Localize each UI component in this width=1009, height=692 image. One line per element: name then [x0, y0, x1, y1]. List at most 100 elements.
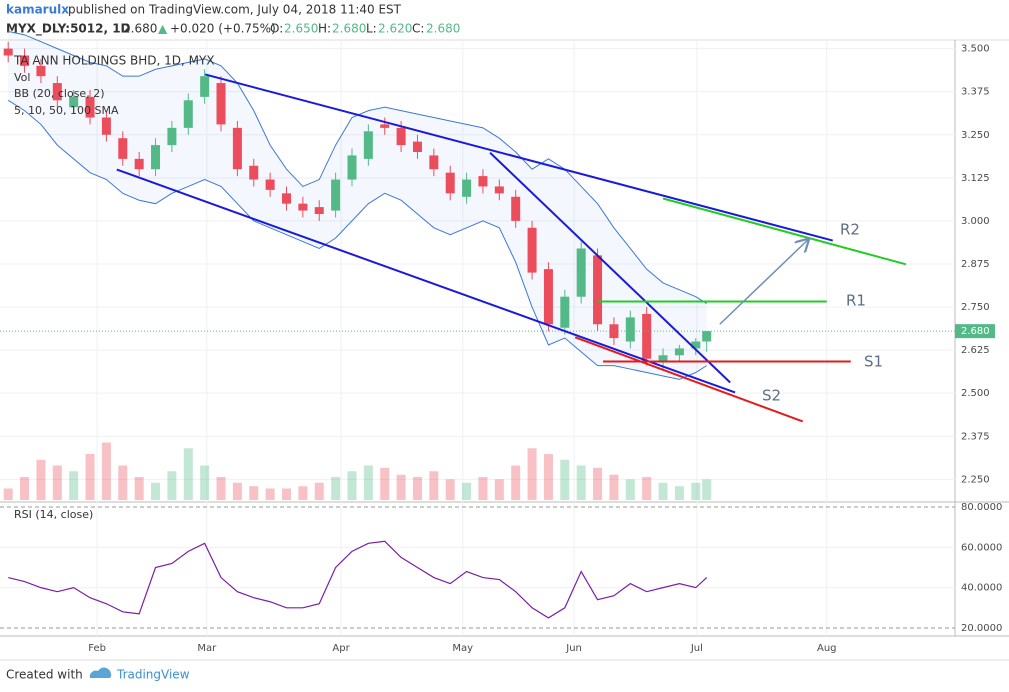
- y-tick-label: 3.000: [961, 216, 990, 227]
- h-label: H:: [318, 22, 331, 36]
- y-tick-label: 2.625: [961, 345, 990, 356]
- last-price-label: 2.680: [961, 326, 990, 337]
- volume-bar: [183, 448, 193, 500]
- rsi-tick-label: 60.0000: [961, 542, 1002, 553]
- volume-bar: [642, 477, 652, 500]
- candle-body: [20, 55, 30, 66]
- candle-body: [609, 324, 619, 339]
- candle-body: [691, 341, 701, 349]
- candle-body: [702, 331, 712, 342]
- y-tick-label: 2.750: [961, 302, 990, 313]
- x-tick-label: Feb: [88, 643, 106, 654]
- arrow: ▲: [158, 22, 168, 36]
- volume-bar: [85, 454, 95, 500]
- candle-body: [52, 83, 62, 101]
- volume-bar: [200, 465, 210, 500]
- rsi-tick-label: 40.0000: [961, 583, 1002, 594]
- volume-bar: [167, 471, 177, 500]
- volume-bar: [331, 477, 341, 500]
- h: 2.680: [332, 22, 366, 36]
- author[interactable]: kamarulx: [6, 3, 69, 17]
- volume-bar: [363, 465, 373, 500]
- candle-body: [674, 348, 684, 356]
- footer-created: Created with: [6, 668, 83, 682]
- volume-bar: [429, 471, 439, 500]
- volume-bar: [478, 477, 488, 500]
- c-label: C:: [412, 22, 424, 36]
- candle-body: [331, 179, 341, 211]
- candle-body: [494, 186, 504, 194]
- change: +0.020 (+0.75%): [170, 22, 276, 36]
- volume-bar: [494, 479, 504, 500]
- candle-body: [232, 127, 242, 170]
- trend-line: [489, 151, 731, 384]
- candle-body: [412, 141, 422, 152]
- candle-body: [200, 76, 210, 97]
- symbol: MYX_DLY:5012, 1D: [6, 22, 131, 37]
- l: 2.620: [378, 22, 412, 36]
- candle-body: [527, 227, 537, 273]
- last-price-box: [955, 324, 995, 339]
- candle-body: [281, 193, 292, 204]
- candle-body: [380, 124, 390, 128]
- trend-line: [116, 168, 736, 394]
- volume-bar: [691, 482, 701, 500]
- volume-bar: [702, 479, 712, 500]
- candle-body: [347, 155, 357, 180]
- rsi-tick-label: 80.0000: [961, 502, 1002, 513]
- trend-line: [574, 336, 804, 423]
- x-tick-label: Jul: [690, 643, 703, 654]
- volume-bar: [674, 486, 684, 500]
- candle-body: [511, 196, 521, 221]
- volume-bar: [543, 454, 553, 500]
- volume-bar: [52, 465, 62, 500]
- volume-bar: [298, 486, 308, 500]
- y-tick-label: 3.250: [961, 130, 990, 141]
- bb-line: [7, 99, 707, 380]
- candle-body: [314, 207, 324, 215]
- volume-bar: [232, 482, 242, 500]
- candle-body: [543, 269, 553, 325]
- volume-bar: [396, 474, 406, 500]
- annotation: S2: [762, 387, 781, 405]
- volume-bar: [249, 486, 259, 500]
- annotation: R1: [846, 292, 866, 310]
- candle-body: [642, 313, 652, 359]
- candle-body: [183, 100, 193, 128]
- x-tick-label: May: [452, 643, 473, 654]
- candle-body: [625, 317, 635, 342]
- y-tick-label: 2.250: [961, 474, 990, 485]
- volume-bar: [625, 479, 635, 500]
- trend-line: [662, 197, 907, 266]
- volume-bar: [412, 477, 422, 500]
- trend-line: [204, 73, 834, 242]
- footer-brand[interactable]: TradingView: [116, 668, 190, 682]
- volume-bar: [445, 479, 455, 500]
- candle-body: [134, 158, 144, 170]
- y-tick-label: 2.875: [961, 259, 990, 270]
- candle-body: [69, 96, 79, 108]
- volume-bar: [560, 459, 570, 500]
- candle-body: [658, 355, 668, 363]
- logo: [89, 667, 112, 678]
- candle-body: [3, 48, 13, 56]
- candle-body: [363, 131, 373, 159]
- price: 2.680: [123, 22, 157, 36]
- candle-body: [265, 179, 275, 190]
- l-label: L:: [366, 22, 377, 36]
- volume-bar: [347, 471, 357, 500]
- candle-body: [101, 117, 111, 135]
- annotation: S1: [864, 353, 883, 371]
- volume-bar: [511, 465, 521, 500]
- candle-body: [396, 127, 406, 146]
- volume-bar: [576, 465, 586, 500]
- volume-bar: [281, 488, 292, 500]
- volume-bar: [118, 465, 128, 500]
- x-tick-label: Jun: [565, 643, 582, 654]
- candle-body: [118, 138, 128, 159]
- y-tick-label: 2.500: [961, 388, 990, 399]
- x-tick-label: Aug: [817, 643, 837, 654]
- o: 2.650: [284, 22, 318, 36]
- published: published on TradingView.com, July 04, 2…: [68, 3, 402, 17]
